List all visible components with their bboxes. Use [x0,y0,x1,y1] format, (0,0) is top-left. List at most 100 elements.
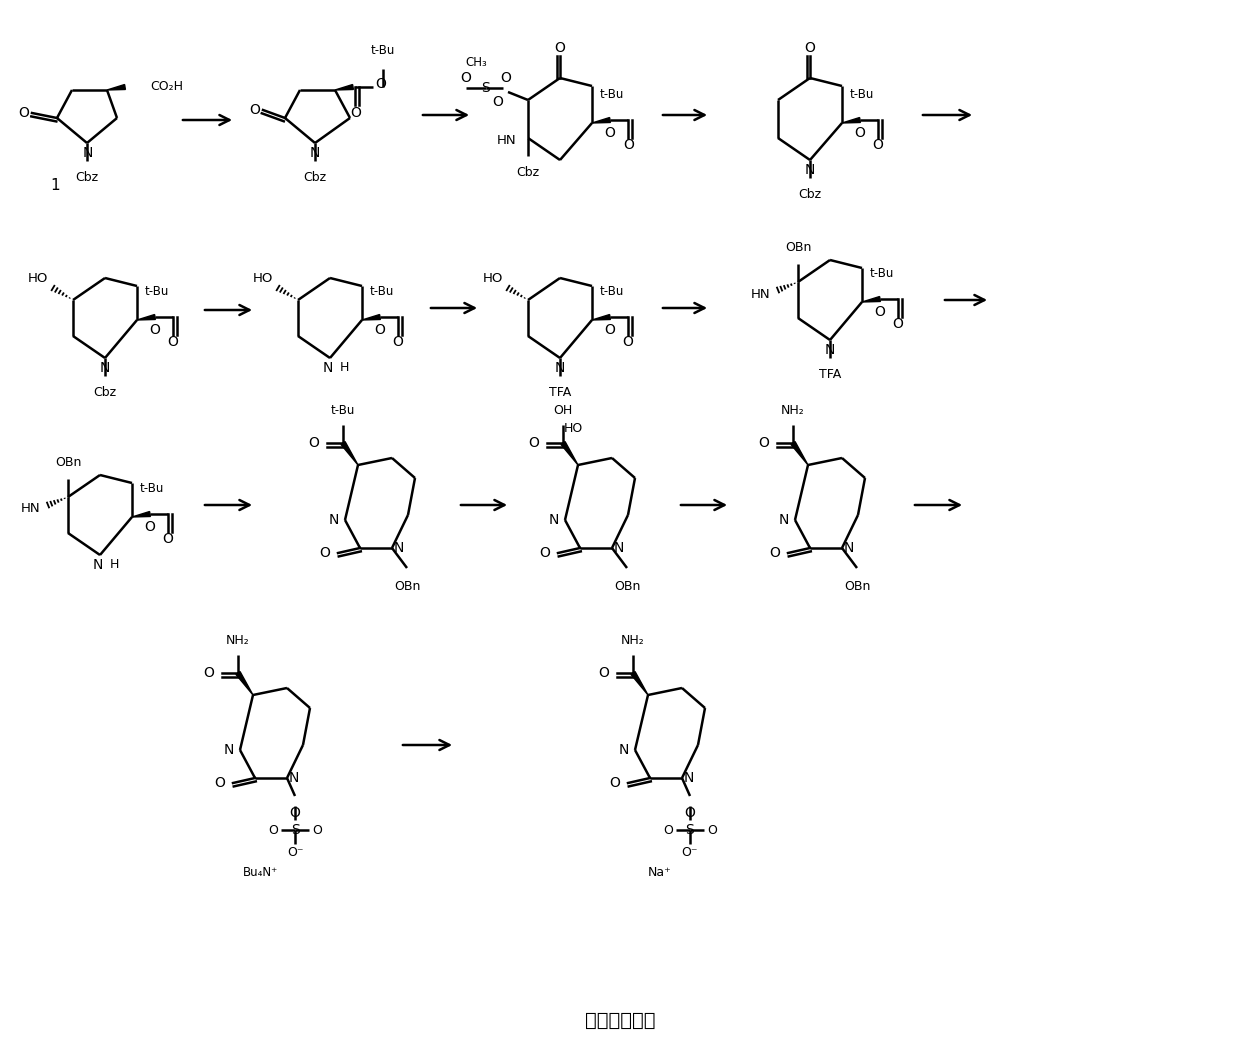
Text: O: O [150,323,160,337]
Text: O: O [308,436,319,450]
Text: N: N [329,513,339,527]
Text: t-Bu: t-Bu [371,44,396,57]
Text: Cbz: Cbz [93,386,117,399]
Text: O: O [805,41,816,55]
Text: O⁻: O⁻ [286,845,304,859]
Text: H: H [110,558,119,571]
Text: O: O [501,71,511,85]
Text: Cbz: Cbz [304,171,326,184]
Text: CO₂H: CO₂H [150,81,184,94]
Text: OBn: OBn [394,580,420,593]
Text: N: N [310,146,320,160]
Text: Na⁺: Na⁺ [649,866,672,879]
Polygon shape [631,672,649,695]
Text: NH₂: NH₂ [621,634,645,647]
Text: N: N [619,743,629,757]
Text: O: O [873,138,883,152]
Text: 阿维巴坦尼钓: 阿维巴坦尼钓 [585,1010,655,1030]
Text: O: O [598,666,609,680]
Text: O: O [145,520,155,534]
Text: t-Bu: t-Bu [145,285,169,298]
Text: O: O [707,824,717,837]
Text: O: O [312,824,322,837]
Text: O: O [215,776,224,790]
Text: HN: HN [750,288,770,301]
Text: OBn: OBn [614,580,640,593]
Text: N: N [289,771,299,785]
Text: H: H [340,360,350,374]
Text: CH₃: CH₃ [465,56,487,68]
Polygon shape [842,118,861,123]
Text: O: O [351,106,361,120]
Text: O: O [605,126,615,140]
Text: OH: OH [553,404,573,417]
Text: S: S [290,823,299,837]
Text: NH₂: NH₂ [226,634,250,647]
Text: t-Bu: t-Bu [370,285,394,298]
Polygon shape [591,314,610,320]
Text: TFA: TFA [549,386,572,399]
Polygon shape [107,84,125,90]
Text: t-Bu: t-Bu [600,285,624,298]
Polygon shape [236,672,253,695]
Text: N: N [93,558,103,572]
Text: O: O [554,41,565,55]
Text: N: N [779,513,789,527]
Text: t-Bu: t-Bu [849,88,874,101]
Text: O: O [893,317,904,331]
Text: O: O [539,547,551,560]
Text: Bu₄N⁺: Bu₄N⁺ [242,866,278,879]
Text: O: O [663,824,673,837]
Text: N: N [548,513,559,527]
Text: O: O [769,547,780,560]
Text: Cbz: Cbz [76,171,98,184]
Text: O: O [684,806,696,820]
Text: N: N [614,541,625,555]
Text: O: O [758,436,769,450]
Text: O: O [290,806,300,820]
Polygon shape [362,314,381,320]
Text: N: N [394,541,404,555]
Text: N: N [99,360,110,375]
Text: O: O [624,138,635,152]
Text: HN: HN [20,502,40,515]
Text: t-Bu: t-Bu [140,482,164,495]
Text: Cbz: Cbz [799,188,822,201]
Text: N: N [844,541,854,555]
Text: N: N [684,771,694,785]
Text: HO: HO [563,423,583,435]
Text: O: O [854,126,866,140]
Text: O: O [162,532,174,547]
Text: O: O [492,95,503,109]
Text: t-Bu: t-Bu [331,404,355,417]
Text: NH₂: NH₂ [781,404,805,417]
Text: O: O [622,335,634,349]
Text: N: N [223,743,234,757]
Polygon shape [862,296,880,302]
Text: O: O [460,71,471,85]
Text: S: S [686,823,694,837]
Text: t-Bu: t-Bu [869,267,894,280]
Text: O: O [393,335,403,349]
Text: S: S [481,81,490,95]
Text: O: O [605,323,615,337]
Text: N: N [825,343,836,357]
Text: HO: HO [253,271,273,285]
Text: N: N [805,163,815,177]
Text: 1: 1 [50,178,60,192]
Polygon shape [136,314,155,320]
Text: Cbz: Cbz [516,166,539,179]
Text: O: O [874,305,885,320]
Text: t-Bu: t-Bu [600,88,624,101]
Text: O: O [609,776,620,790]
Text: OBn: OBn [785,241,811,254]
Text: N: N [554,360,565,375]
Text: O: O [374,323,386,337]
Text: O: O [19,106,30,120]
Text: O⁻: O⁻ [682,845,698,859]
Polygon shape [131,512,150,517]
Text: O: O [268,824,278,837]
Text: TFA: TFA [818,368,841,382]
Text: O: O [167,335,179,349]
Text: OBn: OBn [55,456,81,469]
